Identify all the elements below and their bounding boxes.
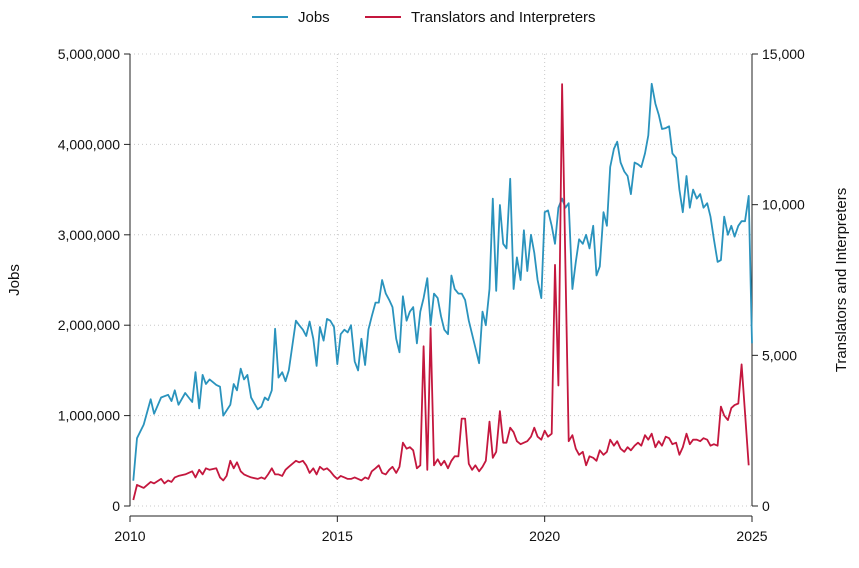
left-tick-label: 2,000,000 <box>58 317 120 333</box>
right-tick-label: 15,000 <box>762 46 805 62</box>
x-tick-label: 2010 <box>114 528 145 544</box>
right-y-ticks: 0 5,000 10,000 15,000 <box>752 46 805 514</box>
series-line-translators <box>132 83 750 501</box>
x-tick-label: 2015 <box>322 528 353 544</box>
left-y-ticks: 0 1,000,000 2,000,000 3,000,000 4,000,000 5,0… <box>58 46 130 514</box>
left-tick-label: 5,000,000 <box>58 46 120 62</box>
left-tick-label: 4,000,000 <box>58 136 120 152</box>
axes <box>129 54 753 517</box>
legend-label-translators: Translators and Interpreters <box>411 9 596 26</box>
right-tick-label: 10,000 <box>762 197 805 213</box>
left-y-axis-title: Jobs <box>6 264 23 296</box>
x-ticks: 2010 2015 2020 2025 <box>114 516 768 544</box>
right-tick-label: 5,000 <box>762 347 797 363</box>
right-y-axis-title: Translators and Interpreters <box>833 188 850 373</box>
left-tick-label: 3,000,000 <box>58 227 120 243</box>
series-group <box>132 82 753 501</box>
legend: Jobs Translators and Interpreters <box>252 9 596 26</box>
left-tick-label: 1,000,000 <box>58 408 120 424</box>
left-tick-label: 0 <box>112 498 120 514</box>
x-tick-label: 2025 <box>736 528 767 544</box>
legend-label-jobs: Jobs <box>298 9 330 26</box>
x-tick-label: 2020 <box>529 528 560 544</box>
series-line-jobs <box>132 82 753 481</box>
right-tick-label: 0 <box>762 498 770 514</box>
gridlines <box>129 53 753 507</box>
